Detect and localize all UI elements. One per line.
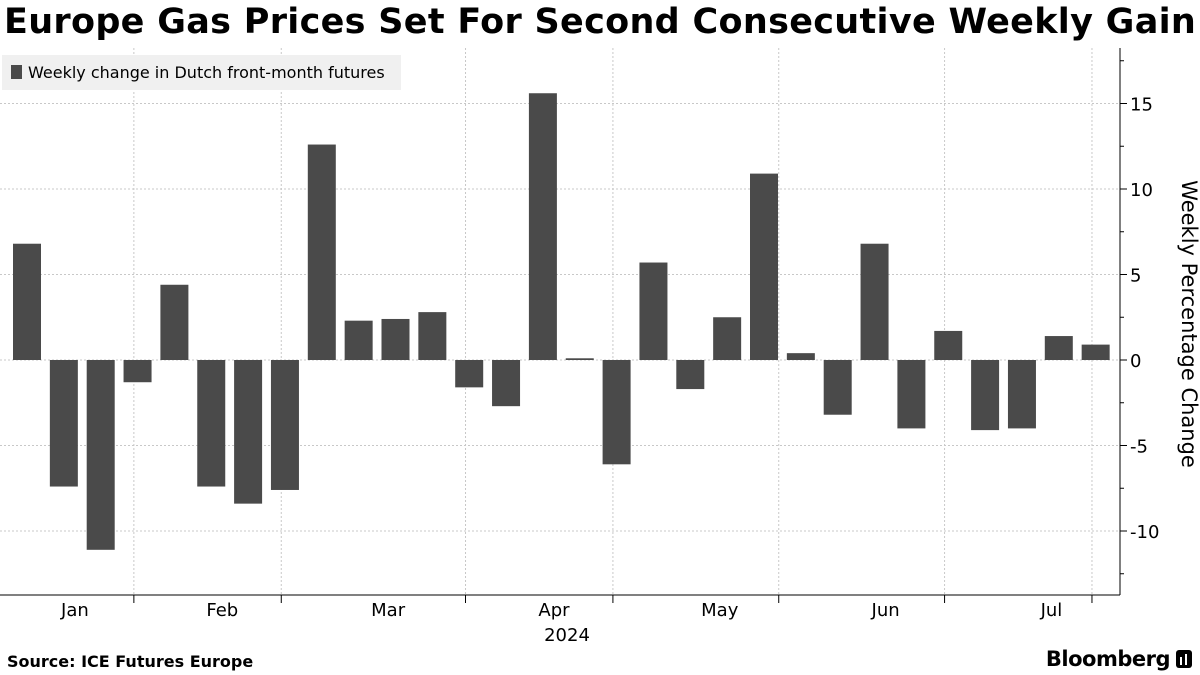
x-tick-label: Jun: [871, 600, 900, 621]
y-tick-label: 15: [1130, 95, 1153, 116]
y-tick-label: -10: [1130, 522, 1159, 543]
bar: [897, 360, 926, 429]
x-tick-label: Jan: [60, 600, 89, 621]
bar: [934, 330, 963, 360]
legend-label: Weekly change in Dutch front-month futur…: [28, 63, 385, 82]
y-tick-label: 0: [1130, 351, 1141, 372]
bar: [713, 317, 742, 360]
grid-lines: [0, 48, 1120, 595]
bar: [270, 360, 299, 490]
bar: [418, 312, 447, 360]
x-tick-label: Feb: [206, 600, 238, 621]
brand-logo: Bloomberg: [1046, 647, 1192, 671]
bar: [13, 243, 41, 360]
bar: [492, 360, 521, 407]
axes: -10 -5 0 5 10 15 Jan Feb Mar Apr May Jun Jul: [0, 48, 1159, 621]
x-axis-year-label: 2024: [544, 625, 590, 646]
bar: [860, 243, 889, 360]
bar: [234, 360, 263, 504]
bar: [49, 360, 78, 487]
legend-swatch: [11, 65, 22, 79]
bar: [160, 284, 189, 360]
bar: [307, 144, 336, 360]
y-axis-title: Weekly Percentage Change: [1177, 180, 1200, 468]
bloomberg-terminal-icon: [1176, 650, 1192, 668]
bar: [381, 318, 410, 360]
bar: [197, 360, 226, 487]
bar: [971, 360, 1000, 431]
legend-background: [2, 55, 401, 90]
chart-title: Europe Gas Prices Set For Second Consecu…: [4, 2, 1197, 42]
bar: [123, 360, 152, 383]
x-tick-label: May: [701, 600, 739, 621]
bar: [602, 360, 631, 465]
bar: [639, 262, 668, 360]
x-tick-label: Jul: [1040, 600, 1063, 621]
bar: [344, 320, 373, 360]
bar: [86, 360, 115, 550]
legend: Weekly change in Dutch front-month futur…: [2, 55, 401, 90]
bar: [1081, 344, 1110, 360]
bar: [676, 360, 705, 390]
x-tick-label: Apr: [538, 600, 570, 621]
bar: [528, 93, 557, 361]
brand-name: Bloomberg: [1045, 647, 1171, 671]
bar: [565, 358, 594, 360]
y-tick-label: 10: [1130, 180, 1153, 201]
bar: [786, 353, 815, 360]
bar: [1044, 336, 1073, 360]
bar: [455, 360, 484, 388]
bar: [750, 173, 778, 360]
x-tick-label: Mar: [371, 600, 406, 621]
bars: [13, 93, 1110, 550]
y-tick-label: -5: [1130, 437, 1148, 458]
bar: [823, 360, 852, 415]
y-tick-label: 5: [1130, 266, 1141, 287]
bar: [1007, 360, 1036, 429]
source-note: Source: ICE Futures Europe: [7, 652, 254, 671]
